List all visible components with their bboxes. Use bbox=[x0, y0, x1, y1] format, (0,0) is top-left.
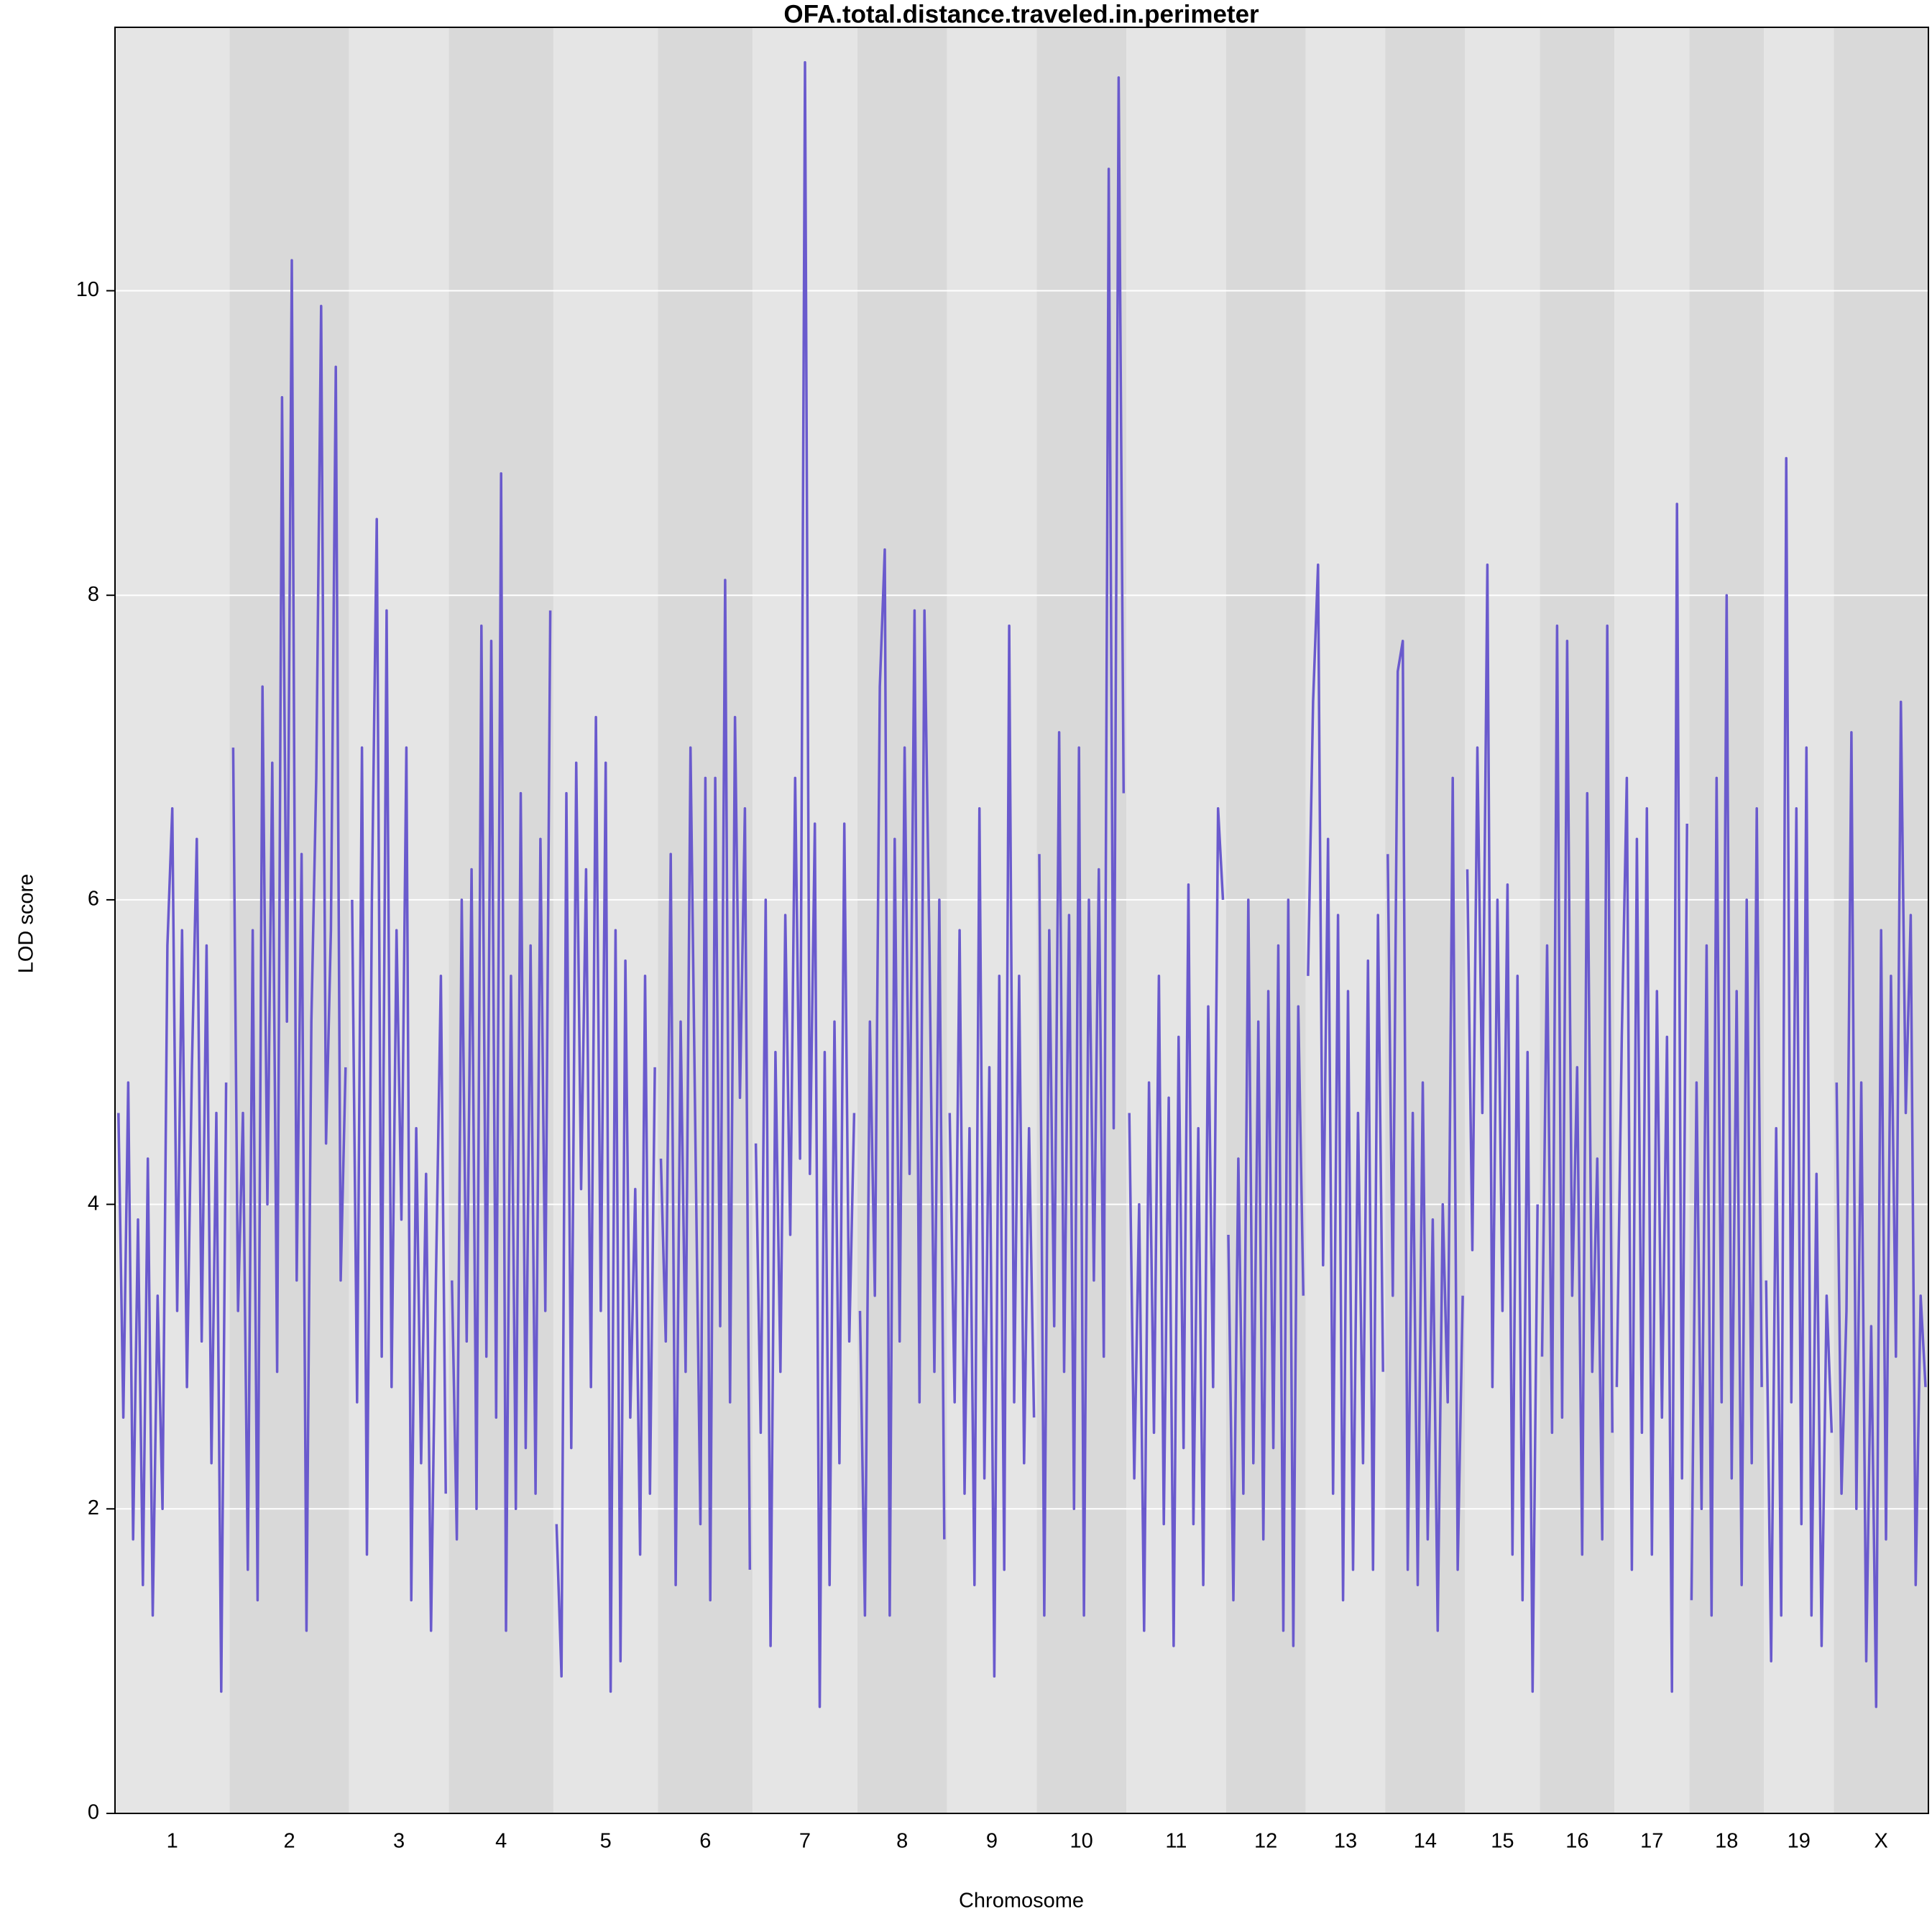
lod-line bbox=[1835, 700, 1927, 1708]
lod-line bbox=[659, 579, 752, 1602]
x-tick-label: X bbox=[1874, 1830, 1887, 1853]
lod-line bbox=[1386, 640, 1464, 1632]
x-tick-label: 5 bbox=[600, 1830, 612, 1853]
chromosome-band bbox=[947, 27, 1037, 1813]
lod-line bbox=[1307, 564, 1384, 1602]
lod-line bbox=[1615, 502, 1688, 1693]
y-axis-label: LOD score bbox=[15, 874, 38, 974]
x-tick-label: 8 bbox=[896, 1830, 908, 1853]
lod-line bbox=[231, 259, 347, 1632]
chromosome-band bbox=[1126, 27, 1226, 1813]
lod-line bbox=[1765, 456, 1834, 1662]
x-tick-label: 3 bbox=[393, 1830, 405, 1853]
x-tick-label: 6 bbox=[699, 1830, 711, 1853]
lod-line bbox=[1540, 624, 1614, 1556]
x-tick-label: 10 bbox=[1070, 1830, 1093, 1853]
x-tick-label: 12 bbox=[1254, 1830, 1277, 1853]
x-tick-label: 16 bbox=[1565, 1830, 1588, 1853]
chromosome-bands bbox=[115, 27, 1928, 1813]
lod-line bbox=[948, 624, 1036, 1678]
chromosome-band bbox=[1540, 27, 1615, 1813]
lod-line bbox=[1690, 594, 1763, 1617]
x-tick-label: 2 bbox=[284, 1830, 295, 1853]
x-tick-label: 14 bbox=[1414, 1830, 1437, 1853]
chart-title: OFA.total.distance.traveled.in.perimeter bbox=[783, 0, 1259, 28]
chromosome-band bbox=[1465, 27, 1540, 1813]
y-tick-label: 6 bbox=[88, 888, 99, 911]
chromosome-band bbox=[1689, 27, 1765, 1813]
chromosome-band bbox=[448, 27, 553, 1813]
lod-line bbox=[754, 60, 856, 1708]
lod-line bbox=[858, 548, 946, 1617]
lod-line bbox=[451, 472, 552, 1632]
lod-line bbox=[1466, 564, 1539, 1693]
chromosome-band bbox=[229, 27, 349, 1813]
plot-frame bbox=[114, 27, 1929, 1814]
x-tick-label: 19 bbox=[1788, 1830, 1811, 1853]
lod-curves bbox=[117, 60, 1927, 1708]
x-tick-label: 18 bbox=[1715, 1830, 1738, 1853]
x-tick-label: 13 bbox=[1334, 1830, 1357, 1853]
y-tick-label: 8 bbox=[88, 583, 99, 606]
lod-line bbox=[1038, 76, 1126, 1617]
y-tick-label: 10 bbox=[76, 278, 99, 301]
lod-line bbox=[1128, 807, 1225, 1647]
x-tick-label: 17 bbox=[1640, 1830, 1663, 1853]
y-tick-label: 4 bbox=[88, 1192, 99, 1215]
x-tick-label: 4 bbox=[495, 1830, 507, 1853]
x-tick-label: 11 bbox=[1165, 1830, 1187, 1853]
lod-line bbox=[1227, 898, 1305, 1647]
y-tick-label: 0 bbox=[88, 1801, 99, 1824]
lod-line bbox=[117, 807, 228, 1693]
lod-line bbox=[351, 518, 447, 1632]
x-tick-label: 9 bbox=[986, 1830, 998, 1853]
chromosome-band bbox=[1764, 27, 1834, 1813]
y-tick-label: 2 bbox=[88, 1496, 99, 1519]
x-tick-label: 1 bbox=[167, 1830, 178, 1853]
x-axis-label: Chromosome bbox=[959, 1890, 1084, 1913]
lod-line bbox=[555, 715, 656, 1693]
x-tick-label: 7 bbox=[799, 1830, 811, 1853]
x-tick-label: 15 bbox=[1491, 1830, 1514, 1853]
